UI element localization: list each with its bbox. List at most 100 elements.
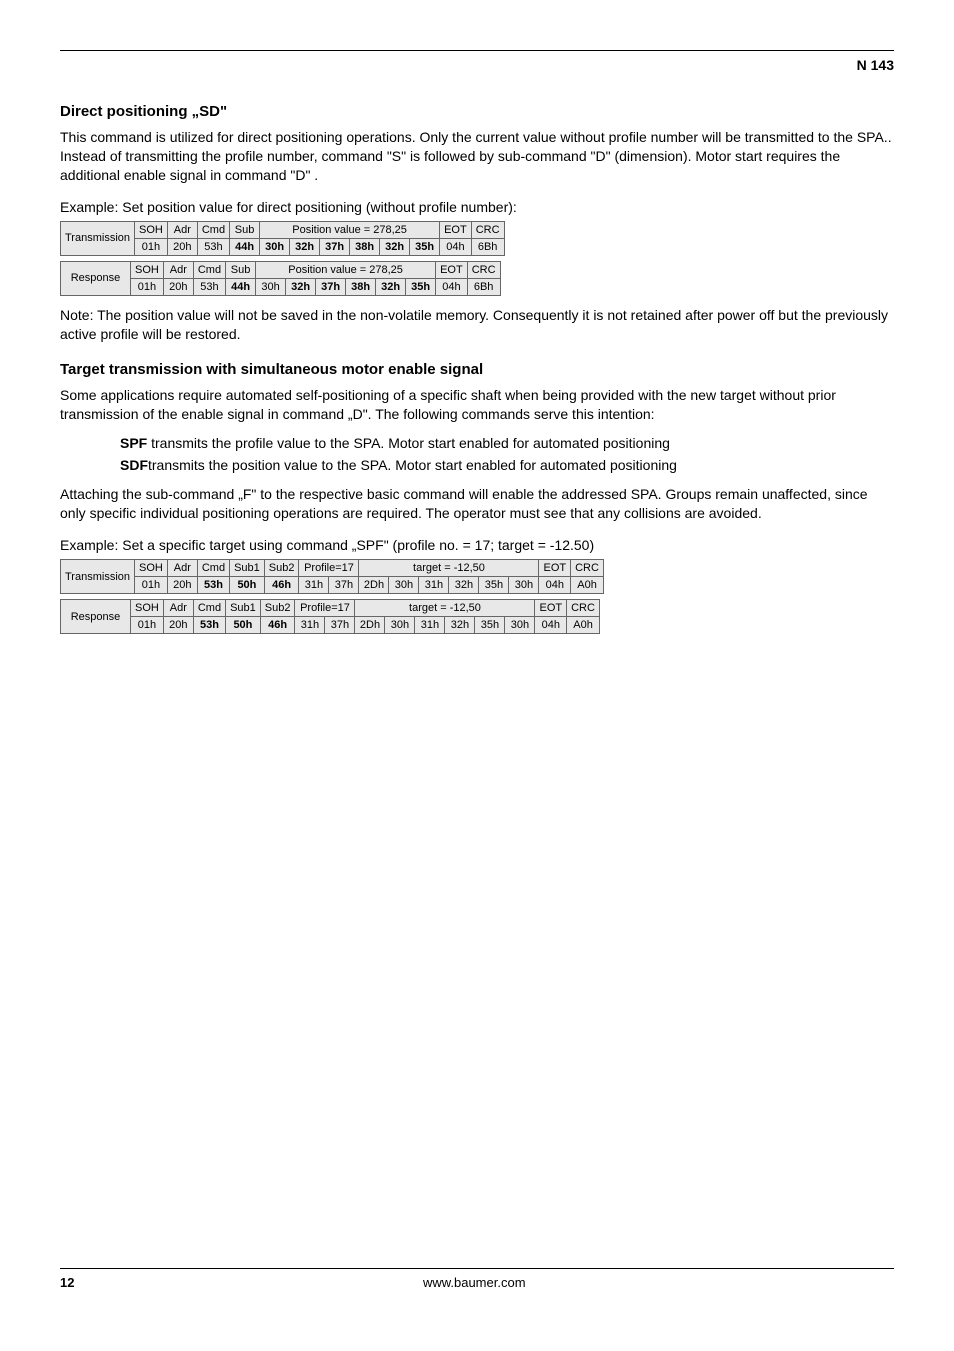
t2rh-profile: Profile=17 xyxy=(295,600,355,617)
t1rh-position: Position value = 278,25 xyxy=(256,261,436,278)
section2-title: Target transmission with simultaneous mo… xyxy=(60,361,894,378)
list-text-1: transmits the position value to the SPA.… xyxy=(148,457,677,473)
t2rh-crc: CRC xyxy=(567,600,600,617)
table1-response: Response SOH Adr Cmd Sub Position value … xyxy=(60,261,501,296)
t2rx-2: 53h xyxy=(193,617,225,634)
t2rh-cmd: Cmd xyxy=(193,600,225,617)
t1tx-11: 6Bh xyxy=(471,238,504,255)
t1h-crc: CRC xyxy=(471,221,504,238)
t1h-adr: Adr xyxy=(167,221,197,238)
t1rx-11: 6Bh xyxy=(467,278,500,295)
t2rx-14: A0h xyxy=(567,617,600,634)
t1tx-5: 32h xyxy=(290,238,320,255)
table2-response: Response SOH Adr Cmd Sub1 Sub2 Profile=1… xyxy=(60,599,600,634)
table2-transmission: Transmission SOH Adr Cmd Sub1 Sub2 Profi… xyxy=(60,559,604,594)
t2rx-8: 30h xyxy=(385,617,415,634)
t2tx-8: 30h xyxy=(389,577,419,594)
section1-note: Note: The position value will not be sav… xyxy=(60,306,894,344)
t1h-soh: SOH xyxy=(135,221,168,238)
section2-example-label: Example: Set a specific target using com… xyxy=(60,537,894,553)
t1tx-9: 35h xyxy=(410,238,440,255)
t2tx-13: 04h xyxy=(539,577,571,594)
page-footer: 12 www.baumer.com xyxy=(60,1268,894,1290)
section2-list: SPF transmits the profile value to the S… xyxy=(120,434,894,475)
t2h-soh: SOH xyxy=(135,560,168,577)
t1rx-1: 20h xyxy=(163,278,193,295)
t1rx-10: 04h xyxy=(436,278,468,295)
t2rx-5: 31h xyxy=(295,617,325,634)
t2rx-13: 04h xyxy=(535,617,567,634)
footer-url: www.baumer.com xyxy=(423,1275,526,1290)
section2-para2: Attaching the sub-command „F" to the res… xyxy=(60,485,894,523)
t1rx-3: 44h xyxy=(226,278,256,295)
t2h-adr: Adr xyxy=(167,560,197,577)
t1rh-adr: Adr xyxy=(163,261,193,278)
t2rh-eot: EOT xyxy=(535,600,567,617)
t1rx-9: 35h xyxy=(406,278,436,295)
t1rh-cmd: Cmd xyxy=(193,261,225,278)
t1tx-3: 44h xyxy=(230,238,260,255)
t1h-sub: Sub xyxy=(230,221,260,238)
t1tx-2: 53h xyxy=(197,238,229,255)
t2tx-11: 35h xyxy=(479,577,509,594)
t2rx-6: 37h xyxy=(325,617,355,634)
page-header-code: N 143 xyxy=(60,57,894,73)
t1rh-sub: Sub xyxy=(226,261,256,278)
t1rx-4: 30h xyxy=(256,278,286,295)
t2rx-4: 46h xyxy=(260,617,295,634)
t1h-cmd: Cmd xyxy=(197,221,229,238)
t1tx-1: 20h xyxy=(167,238,197,255)
t1tx-7: 38h xyxy=(350,238,380,255)
table2-rx-label: Response xyxy=(61,600,131,634)
t1tx-6: 37h xyxy=(320,238,350,255)
t2h-cmd: Cmd xyxy=(197,560,229,577)
t2rx-10: 32h xyxy=(445,617,475,634)
footer-page-num: 12 xyxy=(60,1275,74,1290)
t2rh-sub1: Sub1 xyxy=(226,600,261,617)
t2rx-3: 50h xyxy=(226,617,261,634)
t1rx-6: 37h xyxy=(316,278,346,295)
section1-para: This command is utilized for direct posi… xyxy=(60,128,894,185)
t1h-eot: EOT xyxy=(440,221,472,238)
t2h-crc: CRC xyxy=(571,560,604,577)
t2tx-12: 30h xyxy=(509,577,539,594)
t2tx-2: 53h xyxy=(197,577,229,594)
t2h-sub1: Sub1 xyxy=(230,560,265,577)
table1-tx-label: Transmission xyxy=(61,221,135,255)
t2tx-14: A0h xyxy=(571,577,604,594)
t1rh-soh: SOH xyxy=(131,261,164,278)
list-code-1: SDF xyxy=(120,457,148,473)
t2rx-9: 31h xyxy=(415,617,445,634)
t2tx-9: 31h xyxy=(419,577,449,594)
t1tx-0: 01h xyxy=(135,238,168,255)
t2tx-4: 46h xyxy=(264,577,299,594)
section1-title: Direct positioning „SD" xyxy=(60,103,894,120)
t2h-sub2: Sub2 xyxy=(264,560,299,577)
t2tx-1: 20h xyxy=(167,577,197,594)
t2rh-soh: SOH xyxy=(131,600,164,617)
list-code-0: SPF xyxy=(120,435,147,451)
t1rx-5: 32h xyxy=(286,278,316,295)
t2h-profile: Profile=17 xyxy=(299,560,359,577)
t1rh-eot: EOT xyxy=(436,261,468,278)
table1-rx-label: Response xyxy=(61,261,131,295)
t2rx-12: 30h xyxy=(505,617,535,634)
t1rx-0: 01h xyxy=(131,278,164,295)
t1tx-10: 04h xyxy=(440,238,472,255)
t2h-eot: EOT xyxy=(539,560,571,577)
t2tx-3: 50h xyxy=(230,577,265,594)
table1-transmission: Transmission SOH Adr Cmd Sub Position va… xyxy=(60,221,505,256)
t2tx-0: 01h xyxy=(135,577,168,594)
t2rh-sub2: Sub2 xyxy=(260,600,295,617)
t2rx-7: 2Dh xyxy=(355,617,385,634)
section1-example-label: Example: Set position value for direct p… xyxy=(60,199,894,215)
t2rx-1: 20h xyxy=(163,617,193,634)
list-text-0: transmits the profile value to the SPA. … xyxy=(147,435,670,451)
t1tx-4: 30h xyxy=(260,238,290,255)
t2tx-6: 37h xyxy=(329,577,359,594)
t2rh-adr: Adr xyxy=(163,600,193,617)
table2-tx-label: Transmission xyxy=(61,560,135,594)
t2h-target: target = -12,50 xyxy=(359,560,539,577)
t1rx-7: 38h xyxy=(346,278,376,295)
t1tx-8: 32h xyxy=(380,238,410,255)
